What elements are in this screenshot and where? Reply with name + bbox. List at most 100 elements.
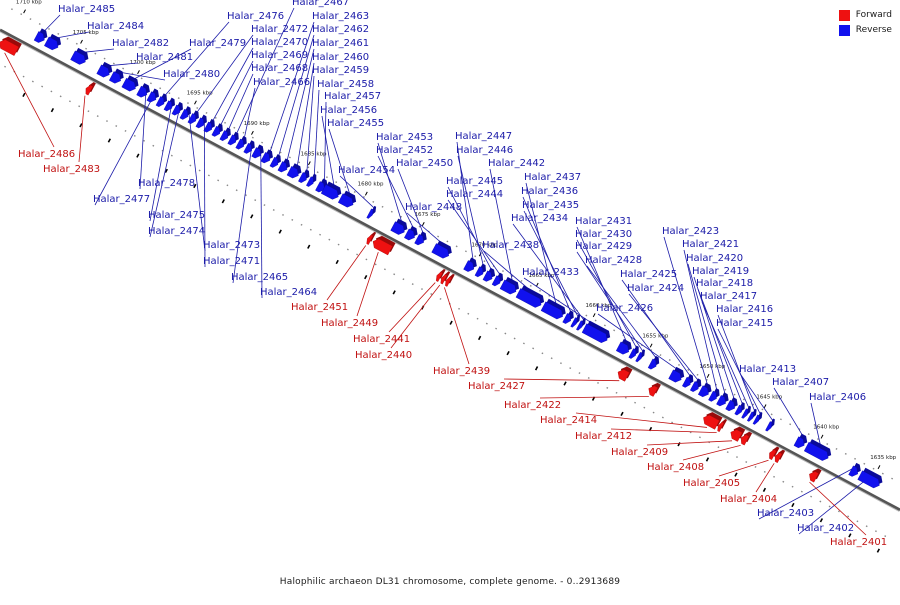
gene-block[interactable] <box>463 260 475 272</box>
gene-block[interactable] <box>243 142 252 154</box>
gene-block[interactable] <box>689 381 699 392</box>
gene-block[interactable] <box>803 441 829 461</box>
gene-halar_2466[interactable] <box>235 135 247 150</box>
gene-block[interactable] <box>211 125 221 137</box>
gene-halar_2401[interactable] <box>809 468 822 483</box>
gene-halar_2471[interactable] <box>195 114 207 129</box>
gene-block[interactable] <box>740 434 750 446</box>
gene-halar_2454[interactable] <box>366 205 377 219</box>
gene-halar_2449[interactable] <box>372 235 396 256</box>
gene-halar_2458[interactable] <box>306 173 317 187</box>
gene-halar_2437[interactable] <box>540 298 566 320</box>
gene-halar_2405[interactable] <box>769 446 780 460</box>
gene-halar_2435[interactable] <box>570 314 581 328</box>
gene-block[interactable] <box>108 71 121 84</box>
gene-block[interactable] <box>708 390 717 402</box>
gene-block[interactable] <box>848 465 859 477</box>
gene-halar_2402[interactable] <box>857 467 883 489</box>
gene-block[interactable] <box>251 147 262 159</box>
gene-halar_2469[interactable] <box>211 123 223 137</box>
gene-block[interactable] <box>793 436 805 449</box>
gene-halar_2476[interactable] <box>155 93 168 107</box>
gene-halar_2403[interactable] <box>848 462 861 477</box>
gene-halar_2433[interactable] <box>581 320 611 343</box>
gene-halar_2427[interactable] <box>617 366 633 382</box>
gene-halar_2418[interactable] <box>734 402 745 416</box>
gene-halar_2408[interactable] <box>740 431 753 446</box>
gene-block[interactable] <box>306 176 314 187</box>
gene-halar_2412[interactable] <box>717 419 728 433</box>
gene-block[interactable] <box>431 243 450 259</box>
gene-halar_2453[interactable] <box>390 218 408 235</box>
gene-block[interactable] <box>70 50 86 65</box>
gene-halar_2422[interactable] <box>648 382 661 397</box>
gene-halar_2478[interactable] <box>136 83 150 98</box>
gene-block[interactable] <box>440 274 448 285</box>
gene-halar_2448[interactable] <box>431 240 452 259</box>
gene-block[interactable] <box>647 358 657 370</box>
gene-block[interactable] <box>752 414 760 425</box>
gene-block[interactable] <box>482 270 493 282</box>
gene-halar_2425[interactable] <box>682 374 694 388</box>
gene-block[interactable] <box>774 452 783 464</box>
gene-block[interactable] <box>171 104 181 116</box>
gene-halar_2416[interactable] <box>746 408 757 422</box>
gene-block[interactable] <box>0 39 20 56</box>
gene-block[interactable] <box>235 138 244 150</box>
gene-halar_2407[interactable] <box>793 433 808 449</box>
gene-block[interactable] <box>187 113 197 125</box>
gene-block[interactable] <box>366 208 374 219</box>
gene-halar_2442[interactable] <box>499 276 520 295</box>
gene-halar_2450[interactable] <box>414 231 427 246</box>
gene-block[interactable] <box>404 228 415 241</box>
gene-block[interactable] <box>44 36 59 51</box>
gene-halar_2404[interactable] <box>774 449 786 464</box>
gene-block[interactable] <box>366 234 374 245</box>
gene-block[interactable] <box>540 301 563 320</box>
gene-block[interactable] <box>155 96 165 107</box>
gene-halar_2452[interactable] <box>404 225 418 241</box>
gene-block[interactable] <box>227 134 236 146</box>
gene-block[interactable] <box>337 193 354 208</box>
gene-block[interactable] <box>734 404 742 416</box>
gene-halar_2421[interactable] <box>708 388 720 402</box>
gene-halar_2485[interactable] <box>33 28 48 43</box>
gene-block[interactable] <box>136 85 148 98</box>
gene-halar_2465[interactable] <box>243 140 255 154</box>
gene-halar_2431[interactable] <box>615 338 632 355</box>
gene-block[interactable] <box>499 279 517 295</box>
gene-block[interactable] <box>121 77 136 92</box>
gene-halar_2414[interactable] <box>703 412 723 430</box>
gene-block[interactable] <box>277 161 288 173</box>
gene-halar_2417[interactable] <box>741 405 751 419</box>
gene-block[interactable] <box>390 221 405 235</box>
gene-halar_2482[interactable] <box>70 47 89 65</box>
gene-block[interactable] <box>746 411 754 422</box>
gene-block[interactable] <box>179 108 189 120</box>
gene-block[interactable] <box>809 471 819 483</box>
gene-block[interactable] <box>562 313 571 324</box>
gene-block[interactable] <box>163 100 173 112</box>
gene-block[interactable] <box>195 117 205 129</box>
gene-halar_2441[interactable] <box>435 268 446 282</box>
gene-halar_2459[interactable] <box>298 169 310 183</box>
gene-halar_2430[interactable] <box>628 345 639 359</box>
gene-halar_2428[interactable] <box>647 355 660 370</box>
gene-halar_2474[interactable] <box>171 101 183 116</box>
gene-halar_2470[interactable] <box>203 118 215 133</box>
gene-halar_2406[interactable] <box>803 439 832 461</box>
gene-halar_2447[interactable] <box>463 257 477 272</box>
gene-halar_2438[interactable] <box>515 285 545 308</box>
gene-halar_2420[interactable] <box>716 392 729 407</box>
gene-block[interactable] <box>414 234 424 246</box>
gene-halar_2413[interactable] <box>765 418 775 432</box>
gene-halar_2481[interactable] <box>96 61 113 78</box>
gene-halar_2479[interactable] <box>121 75 139 92</box>
gene-block[interactable] <box>146 91 157 103</box>
gene-block[interactable] <box>445 276 453 287</box>
gene-halar_2444[interactable] <box>491 272 504 287</box>
gene-block[interactable] <box>515 288 542 308</box>
gene-features[interactable] <box>0 28 883 489</box>
gene-block[interactable] <box>617 369 630 382</box>
gene-halar_2464[interactable] <box>251 144 264 159</box>
